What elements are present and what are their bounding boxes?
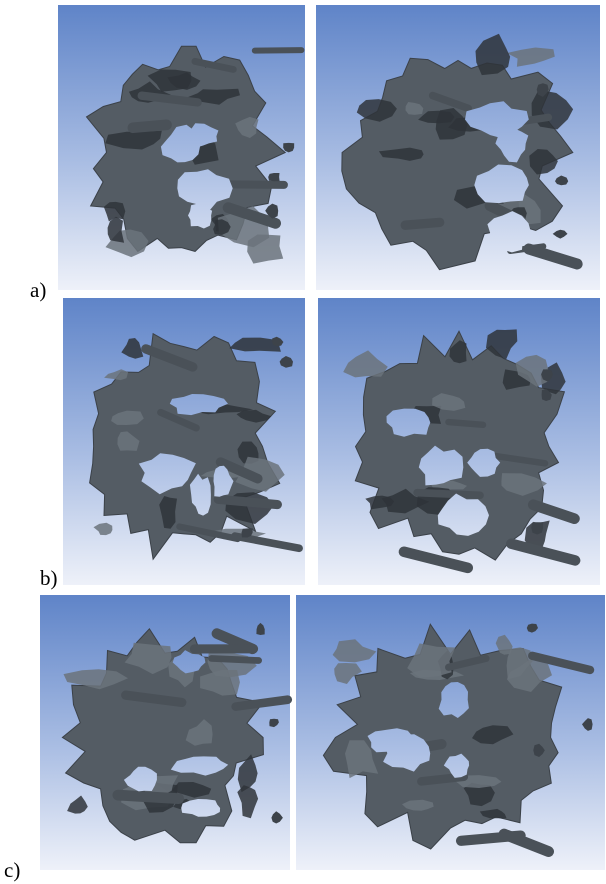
panel-label: c)	[4, 858, 20, 882]
mesh-strut	[218, 499, 277, 504]
mesh-strut	[118, 795, 179, 799]
mesh-strut	[133, 125, 167, 128]
mesh-strut	[255, 50, 302, 51]
mesh-fragment	[268, 173, 279, 181]
render-panel	[40, 595, 290, 870]
mesh-strut	[461, 836, 521, 841]
mesh-facet	[247, 235, 283, 264]
render-panel	[296, 595, 605, 870]
panels	[40, 5, 605, 870]
panel-label: a)	[30, 278, 46, 302]
mesh-strut	[211, 658, 258, 660]
render-panel	[316, 5, 600, 290]
render-panel	[318, 298, 600, 585]
figure: a) b) c)	[0, 0, 606, 884]
mesh-fragment	[531, 522, 543, 534]
mesh-strut	[448, 422, 483, 425]
render-panel	[58, 5, 305, 290]
panel-label: b)	[40, 566, 58, 590]
mesh-strut	[405, 222, 439, 225]
mesh-strut	[417, 493, 480, 496]
render-panel	[63, 298, 305, 585]
